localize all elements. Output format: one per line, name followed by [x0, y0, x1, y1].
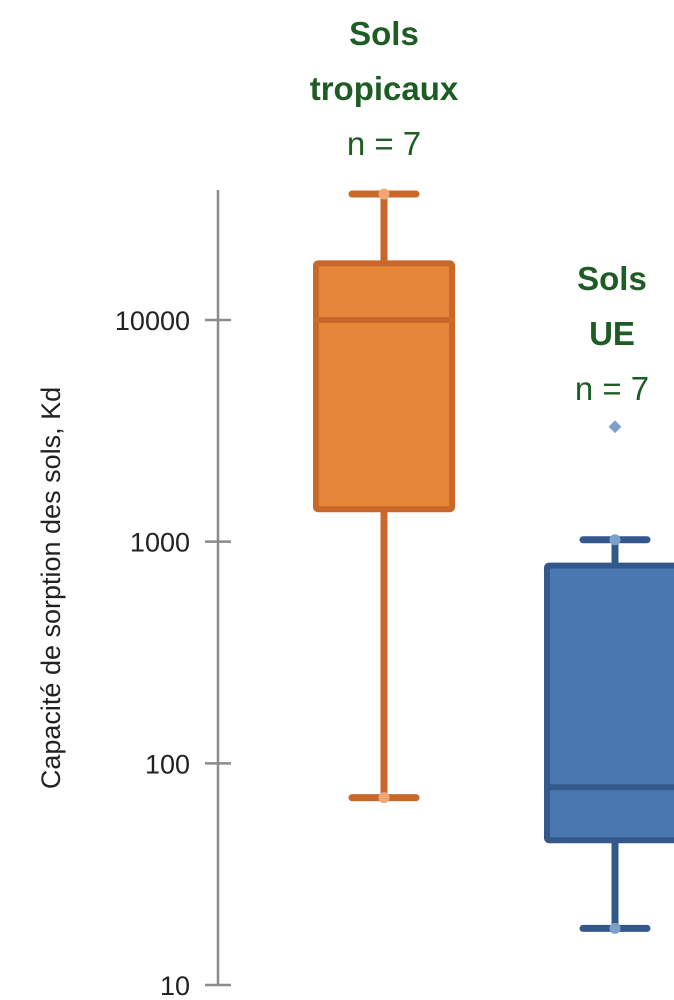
y-tick-label: 100	[145, 749, 190, 779]
box-iqr	[544, 562, 674, 844]
y-tick-label: 1000	[130, 528, 190, 558]
y-tick-label: 10	[160, 971, 190, 1000]
max-marker	[609, 534, 621, 546]
group-label-line: tropicaux	[310, 70, 459, 107]
group-label-line: Sols	[577, 260, 647, 297]
group-label-line: Sols	[349, 15, 419, 52]
group-n-label: n = 7	[347, 125, 421, 162]
min-marker	[378, 792, 390, 804]
boxes: Sols tropicaux n = 7 Sols UE n = 7	[310, 15, 674, 934]
min-marker	[609, 922, 621, 934]
box-group-1: Sols tropicaux n = 7	[310, 15, 459, 804]
outlier-point	[608, 420, 622, 434]
max-marker	[378, 188, 390, 200]
y-tick-label: 10000	[115, 306, 190, 336]
box-iqr	[313, 260, 455, 513]
y-axis-title: Capacité de sorption des sols, Kd	[36, 387, 66, 789]
y-ticks: 10 100 1000 10000	[115, 306, 231, 1000]
box-group-2: Sols UE n = 7	[544, 260, 674, 934]
group-label-line: UE	[589, 315, 635, 352]
group-n-label: n = 7	[575, 370, 649, 407]
